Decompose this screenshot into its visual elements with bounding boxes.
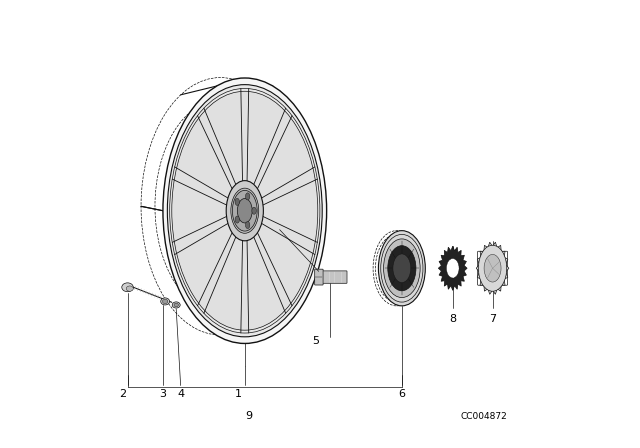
Polygon shape [248,98,278,196]
Polygon shape [252,128,308,202]
Ellipse shape [484,254,501,282]
Ellipse shape [246,221,250,228]
Ellipse shape [235,198,239,206]
Polygon shape [438,246,467,290]
Polygon shape [476,242,509,294]
Ellipse shape [252,207,256,214]
Ellipse shape [163,299,168,304]
Text: 2: 2 [120,389,127,399]
Text: 3: 3 [159,389,166,399]
Ellipse shape [235,216,239,223]
Ellipse shape [231,188,259,233]
Text: CC004872: CC004872 [460,412,507,421]
Ellipse shape [126,286,133,291]
Ellipse shape [393,254,411,283]
Ellipse shape [246,193,250,200]
Ellipse shape [172,302,180,308]
Ellipse shape [174,303,179,307]
Polygon shape [182,128,237,202]
Text: 6: 6 [398,389,405,399]
Ellipse shape [226,181,264,241]
Text: 9: 9 [246,411,253,422]
Polygon shape [211,98,242,196]
Polygon shape [254,189,313,233]
Ellipse shape [170,89,320,333]
Text: 8: 8 [449,314,456,324]
Ellipse shape [237,198,252,223]
Ellipse shape [161,298,170,305]
Text: 4: 4 [177,389,184,399]
Text: 5: 5 [312,336,319,346]
Ellipse shape [383,239,420,297]
Text: 1: 1 [235,389,242,399]
Ellipse shape [478,245,507,291]
FancyBboxPatch shape [315,269,323,285]
Ellipse shape [388,246,416,291]
Text: 7: 7 [489,314,496,324]
Polygon shape [177,189,236,233]
Ellipse shape [172,91,318,330]
Ellipse shape [447,258,459,278]
Ellipse shape [232,190,257,231]
FancyBboxPatch shape [322,271,347,283]
Ellipse shape [378,231,426,306]
Ellipse shape [163,78,326,344]
Polygon shape [182,220,237,294]
Polygon shape [252,220,308,294]
Polygon shape [211,225,242,323]
Ellipse shape [122,283,133,292]
Polygon shape [248,225,278,323]
Ellipse shape [167,85,322,337]
